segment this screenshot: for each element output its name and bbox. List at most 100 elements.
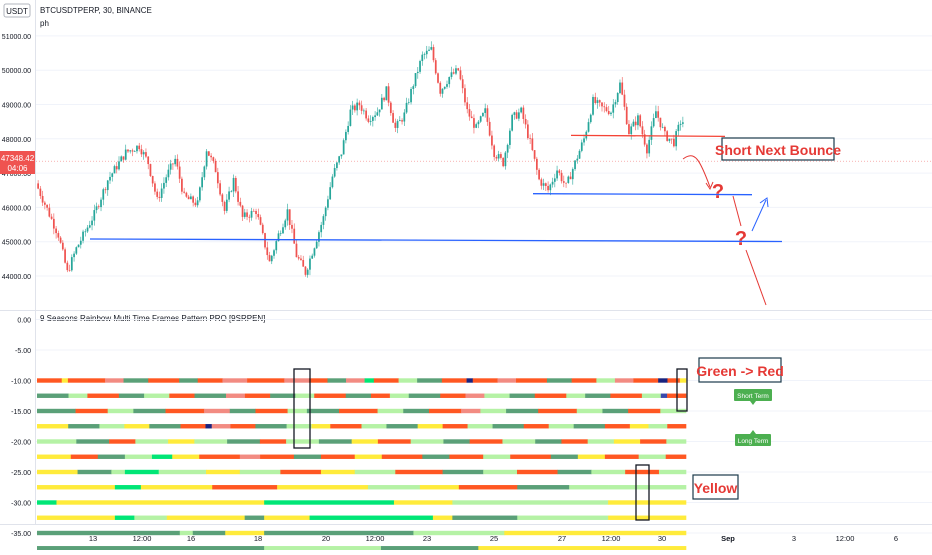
candle-body bbox=[425, 50, 428, 55]
candle-body bbox=[619, 82, 621, 94]
candle-body bbox=[212, 157, 215, 161]
price-tick-label: 50000.00 bbox=[2, 68, 31, 75]
rainbow-segment bbox=[37, 393, 69, 398]
candle-body bbox=[365, 110, 367, 119]
green-red-callout[interactable]: Green -> Red bbox=[696, 357, 784, 383]
yellow-callout[interactable]: Yellow bbox=[692, 474, 739, 500]
osc-axis[interactable]: 0.00 -5.00 -10.00 -15.00 -20.00 -25.00 -30.00 -… bbox=[11, 318, 31, 539]
rainbow-segment bbox=[308, 378, 328, 383]
candle-body bbox=[403, 112, 406, 122]
rainbow-segment bbox=[432, 515, 453, 520]
candle-body bbox=[268, 255, 271, 262]
candle-body bbox=[277, 233, 280, 242]
candle-body bbox=[221, 194, 224, 202]
candle-body bbox=[237, 191, 239, 202]
rainbow-segment bbox=[70, 454, 99, 459]
rainbow-segment bbox=[244, 515, 265, 520]
candle-body bbox=[111, 173, 114, 177]
time-tick-label: 18 bbox=[254, 534, 262, 543]
rainbow-segment bbox=[118, 393, 145, 398]
rainbow-segment bbox=[320, 469, 356, 475]
candle-body bbox=[479, 116, 482, 122]
candle-body bbox=[329, 187, 332, 200]
symbol-title[interactable]: BTCUSDTPERP, 30, BINANCE bbox=[40, 6, 152, 15]
rainbow-segment bbox=[449, 454, 484, 459]
short-term-label: Short Term bbox=[734, 389, 772, 405]
candle-body bbox=[97, 206, 100, 208]
rainbow-segment bbox=[566, 393, 586, 398]
rainbow-segment bbox=[408, 393, 441, 398]
rainbow-segment bbox=[212, 485, 278, 490]
rainbow-segment bbox=[658, 378, 668, 383]
blue-support-line-1[interactable] bbox=[532, 193, 753, 196]
candle-body bbox=[158, 196, 161, 198]
blue-support-line-2[interactable] bbox=[89, 238, 783, 243]
candle-body bbox=[522, 107, 525, 119]
candle-body bbox=[275, 241, 278, 251]
short-term-text: Short Term bbox=[737, 393, 769, 400]
candle-body bbox=[589, 114, 592, 123]
rainbow-segment bbox=[441, 378, 467, 383]
time-axis[interactable]: 13 12:00 16 18 20 12:00 23 25 27 12:00 30 Sep 3 12:00… bbox=[89, 534, 898, 543]
candle-body bbox=[569, 176, 572, 180]
author-label: ph bbox=[40, 19, 49, 28]
rainbow-segment bbox=[517, 515, 609, 520]
candle-body bbox=[380, 97, 383, 110]
candle-body bbox=[178, 166, 181, 179]
rainbow-segment bbox=[403, 408, 430, 414]
candle-body bbox=[475, 124, 478, 128]
candle-body bbox=[387, 86, 390, 103]
rainbow-segment bbox=[169, 393, 195, 398]
current-price-value: 47348.42 bbox=[1, 154, 35, 163]
rainbow-segment bbox=[361, 424, 387, 429]
rainbow-segment bbox=[179, 378, 199, 383]
candle-body bbox=[84, 231, 87, 233]
price-axis[interactable]: 51000.00 50000.00 49000.00 48000.00 47000.00… bbox=[2, 34, 31, 281]
rainbow-segment bbox=[660, 393, 668, 398]
candle-body bbox=[491, 135, 493, 146]
candle-body bbox=[673, 138, 675, 147]
candle-body bbox=[291, 224, 293, 229]
candle-body bbox=[428, 49, 430, 51]
candle-body bbox=[679, 123, 682, 125]
rainbow-segment bbox=[428, 408, 462, 414]
candlestick-series bbox=[37, 41, 684, 278]
question-mark-2: ? bbox=[735, 228, 747, 250]
candle-body bbox=[64, 249, 66, 263]
candle-body bbox=[670, 138, 673, 140]
candle-body bbox=[526, 124, 529, 139]
rainbow-segment bbox=[461, 408, 481, 414]
rainbow-segment bbox=[585, 393, 611, 398]
red-resistance-line[interactable] bbox=[570, 134, 726, 138]
rainbow-segment bbox=[222, 378, 248, 383]
time-tick-label: Sep bbox=[721, 534, 735, 543]
candle-body bbox=[371, 117, 374, 121]
rainbow-segment bbox=[259, 439, 287, 444]
candle-body bbox=[86, 227, 89, 232]
rainbow-segment bbox=[37, 500, 57, 505]
currency-badge[interactable]: USDT bbox=[3, 3, 31, 18]
rainbow-segment bbox=[478, 546, 687, 551]
candle-body bbox=[52, 218, 55, 229]
rainbow-segment bbox=[77, 469, 112, 475]
candle-body bbox=[201, 177, 203, 188]
candle-body bbox=[176, 158, 179, 167]
candle-body bbox=[297, 257, 300, 259]
candle-body bbox=[538, 169, 540, 180]
indicator-title[interactable]: 9 Seasons Rainbow Multi Time Frames Patt… bbox=[40, 314, 265, 323]
candle-body bbox=[369, 120, 372, 122]
osc-tick-label: -20.00 bbox=[11, 440, 31, 447]
candle-body bbox=[657, 111, 660, 118]
short-next-bounce-callout[interactable]: Short Next Bounce bbox=[715, 137, 841, 161]
candle-body bbox=[515, 112, 518, 119]
candle-body bbox=[623, 94, 626, 107]
rainbow-segment bbox=[309, 515, 434, 520]
candle-body bbox=[652, 118, 655, 127]
candle-body bbox=[432, 47, 435, 61]
time-tick-label: 30 bbox=[658, 534, 666, 543]
candle-body bbox=[639, 115, 642, 127]
osc-tick-label: -5.00 bbox=[15, 348, 31, 355]
rainbow-segment bbox=[75, 408, 108, 414]
rainbow-segment bbox=[648, 424, 668, 429]
